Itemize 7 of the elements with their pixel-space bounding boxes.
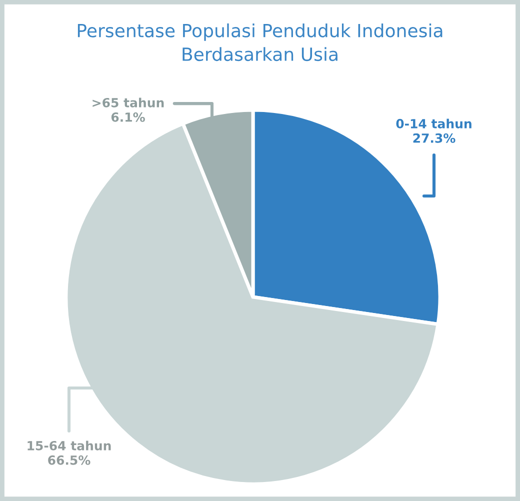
data-label: 66.5%: [48, 455, 90, 465]
data-label: 6.1%: [111, 112, 145, 122]
slice-label: >65 tahun: [92, 98, 164, 108]
slice-label: 15-64 tahun: [28, 440, 111, 450]
data-label: 27.3%: [413, 133, 456, 143]
slice-label: 0-14 tahun: [396, 118, 472, 128]
chart-title: Persentase Populasi Penduduk Indonesia Berdasarkan Usia: [78, 23, 442, 62]
